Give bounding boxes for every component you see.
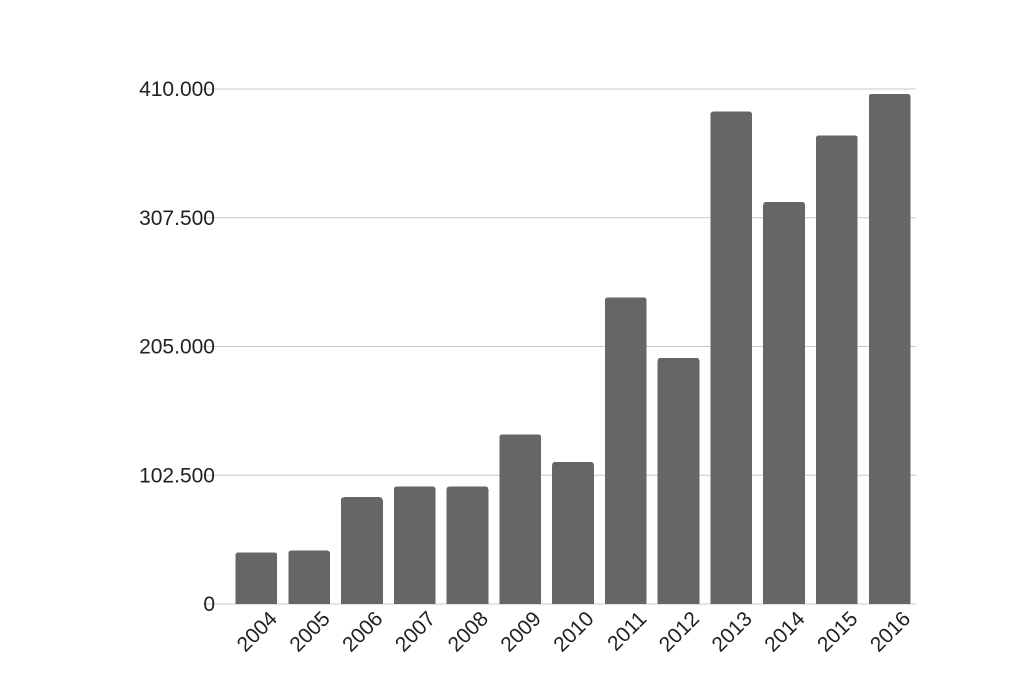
bar-2015 bbox=[816, 135, 858, 604]
x-tick-label: 2007 bbox=[391, 607, 440, 656]
x-tick-label: 2013 bbox=[708, 607, 757, 656]
bar-2014 bbox=[763, 202, 805, 605]
bars bbox=[235, 94, 911, 605]
x-tick-label: 2009 bbox=[496, 607, 545, 656]
x-tick-label: 2010 bbox=[549, 607, 598, 656]
y-tick-label: 0 bbox=[203, 593, 215, 616]
x-tick-label: 2004 bbox=[233, 607, 283, 657]
x-tick-label: 2011 bbox=[603, 607, 651, 655]
y-axis-tick-labels: 0 102.500 205.000 307.500 410.000 bbox=[139, 78, 215, 616]
bar-2008 bbox=[446, 486, 489, 604]
bar-2010 bbox=[552, 462, 594, 604]
x-tick-label: 2008 bbox=[444, 607, 493, 656]
bar-2005 bbox=[288, 550, 330, 604]
x-tick-label: 2005 bbox=[285, 607, 334, 656]
y-tick-label: 410.000 bbox=[139, 78, 215, 101]
x-tick-label: 2016 bbox=[866, 607, 915, 656]
y-tick-label: 205.000 bbox=[139, 336, 215, 359]
bar-2013 bbox=[710, 111, 753, 605]
x-tick-label: 2014 bbox=[760, 607, 810, 657]
bar-2016 bbox=[868, 94, 911, 605]
x-tick-label: 2006 bbox=[338, 607, 387, 656]
bar-2006 bbox=[341, 497, 383, 604]
y-tick-label: 307.500 bbox=[139, 207, 215, 230]
bar-2011 bbox=[604, 297, 647, 604]
bar-2009 bbox=[499, 434, 542, 604]
bar-2007 bbox=[393, 486, 436, 604]
x-tick-label: 2015 bbox=[813, 607, 862, 656]
x-axis-tick-labels: 2004 2005 2006 2007 2008 2009 2010 2011 2012 2013… bbox=[233, 607, 916, 657]
bar-2004 bbox=[235, 552, 278, 604]
x-tick-label: 2012 bbox=[655, 607, 704, 656]
y-tick-label: 102.500 bbox=[139, 464, 215, 487]
bar-2012 bbox=[657, 357, 700, 604]
